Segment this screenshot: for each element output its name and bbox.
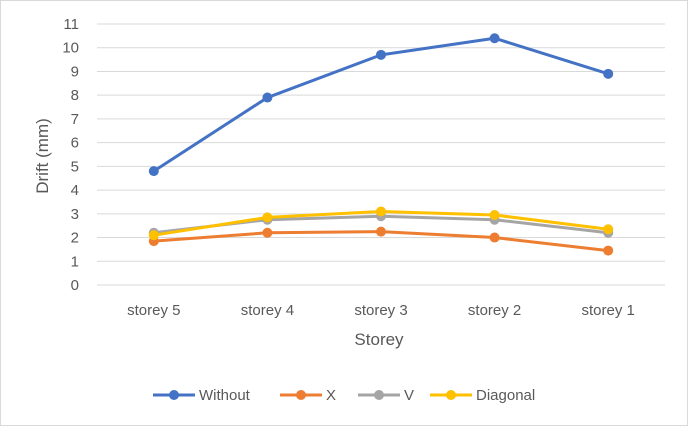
legend-marker <box>169 390 179 400</box>
y-tick-label: 1 <box>71 253 79 270</box>
series-without <box>148 33 614 177</box>
data-point <box>262 227 273 238</box>
y-tick-label: 9 <box>71 63 79 80</box>
legend-label: X <box>326 387 336 404</box>
series-diagonal <box>148 206 614 241</box>
data-point <box>603 224 614 235</box>
data-point <box>376 226 386 237</box>
legend-item: X <box>280 387 336 404</box>
y-tick-label: 6 <box>71 135 79 152</box>
legend-label: Diagonal <box>476 387 535 404</box>
data-point <box>489 33 500 44</box>
y-tick-label: 2 <box>71 230 79 247</box>
legend-marker <box>374 390 384 400</box>
x-tick-label: storey 1 <box>582 302 635 319</box>
data-point <box>376 49 386 60</box>
y-tick-label: 10 <box>62 40 79 57</box>
x-tick-label: storey 2 <box>468 302 521 319</box>
y-tick-label: 11 <box>63 16 79 33</box>
y-tick-label: 3 <box>71 206 79 223</box>
data-point <box>603 245 614 256</box>
data-point <box>262 212 273 223</box>
y-tick-label: 0 <box>71 277 79 294</box>
data-point <box>376 206 386 217</box>
data-point <box>148 230 159 241</box>
x-axis-ticks: storey 5 storey 4 storey 3 storey 2 storey 1 <box>127 302 635 319</box>
x-tick-label: storey 4 <box>241 302 294 319</box>
legend-marker <box>446 390 456 400</box>
legend: Without X V Diagonal <box>153 387 535 404</box>
y-tick-label: 8 <box>71 87 79 104</box>
data-point <box>262 92 273 103</box>
y-axis-ticks: 0 1 2 3 4 5 6 7 8 9 10 11 <box>62 16 79 294</box>
data-point <box>489 210 500 221</box>
x-tick-label: storey 5 <box>127 302 180 319</box>
legend-label: Without <box>199 387 251 404</box>
y-axis-title: Drift (mm) <box>33 118 52 194</box>
legend-item: Diagonal <box>430 387 535 404</box>
legend-item: V <box>358 387 414 404</box>
series-lines <box>148 33 614 256</box>
data-point <box>603 68 614 79</box>
data-point <box>148 166 159 177</box>
y-tick-label: 4 <box>71 182 79 199</box>
x-tick-label: storey 3 <box>354 302 407 319</box>
y-tick-label: 5 <box>71 158 79 175</box>
legend-item: Without <box>153 387 251 404</box>
x-axis-title: Storey <box>354 330 404 349</box>
legend-label: V <box>404 387 414 404</box>
legend-marker <box>296 390 306 400</box>
y-tick-label: 7 <box>71 111 79 128</box>
series-x <box>148 226 614 256</box>
data-point <box>489 232 500 243</box>
